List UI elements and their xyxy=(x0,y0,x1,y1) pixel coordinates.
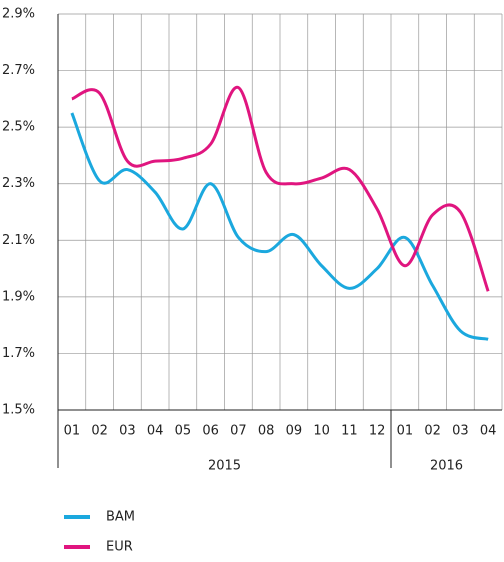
series-line xyxy=(71,86,490,292)
y-tick-label: 2.9% xyxy=(2,7,35,22)
x-tick-label: 01 xyxy=(397,424,414,439)
y-tick-label: 2.7% xyxy=(2,63,35,78)
x-tick-label: 03 xyxy=(452,424,469,439)
x-tick-label: 04 xyxy=(480,424,497,439)
x-tick-label: 12 xyxy=(369,424,386,439)
x-tick-label: 04 xyxy=(147,424,164,439)
x-tick-label: 02 xyxy=(91,424,108,439)
legend-label: EUR xyxy=(106,540,133,555)
y-tick-label: 2.1% xyxy=(2,233,35,248)
x-tick-label: 08 xyxy=(258,424,275,439)
x-tick-label: 01 xyxy=(64,424,81,439)
y-tick-label: 1.5% xyxy=(2,403,35,418)
x-tick-label: 02 xyxy=(424,424,441,439)
y-tick-label: 1.9% xyxy=(2,289,35,304)
group-label: 2016 xyxy=(430,459,463,474)
y-tick-label: 2.3% xyxy=(2,176,35,191)
x-tick-label: 09 xyxy=(286,424,303,439)
x-tick-label: 03 xyxy=(119,424,136,439)
legend-label: BAM xyxy=(106,510,135,525)
x-tick-label: 07 xyxy=(230,424,247,439)
x-tick-label: 11 xyxy=(341,424,358,439)
x-tick-label: 06 xyxy=(202,424,219,439)
y-tick-label: 1.7% xyxy=(2,346,35,361)
series-line xyxy=(70,112,489,341)
group-label: 2015 xyxy=(208,459,241,474)
x-tick-label: 05 xyxy=(175,424,192,439)
y-tick-label: 2.5% xyxy=(2,120,35,135)
x-tick-label: 10 xyxy=(313,424,330,439)
